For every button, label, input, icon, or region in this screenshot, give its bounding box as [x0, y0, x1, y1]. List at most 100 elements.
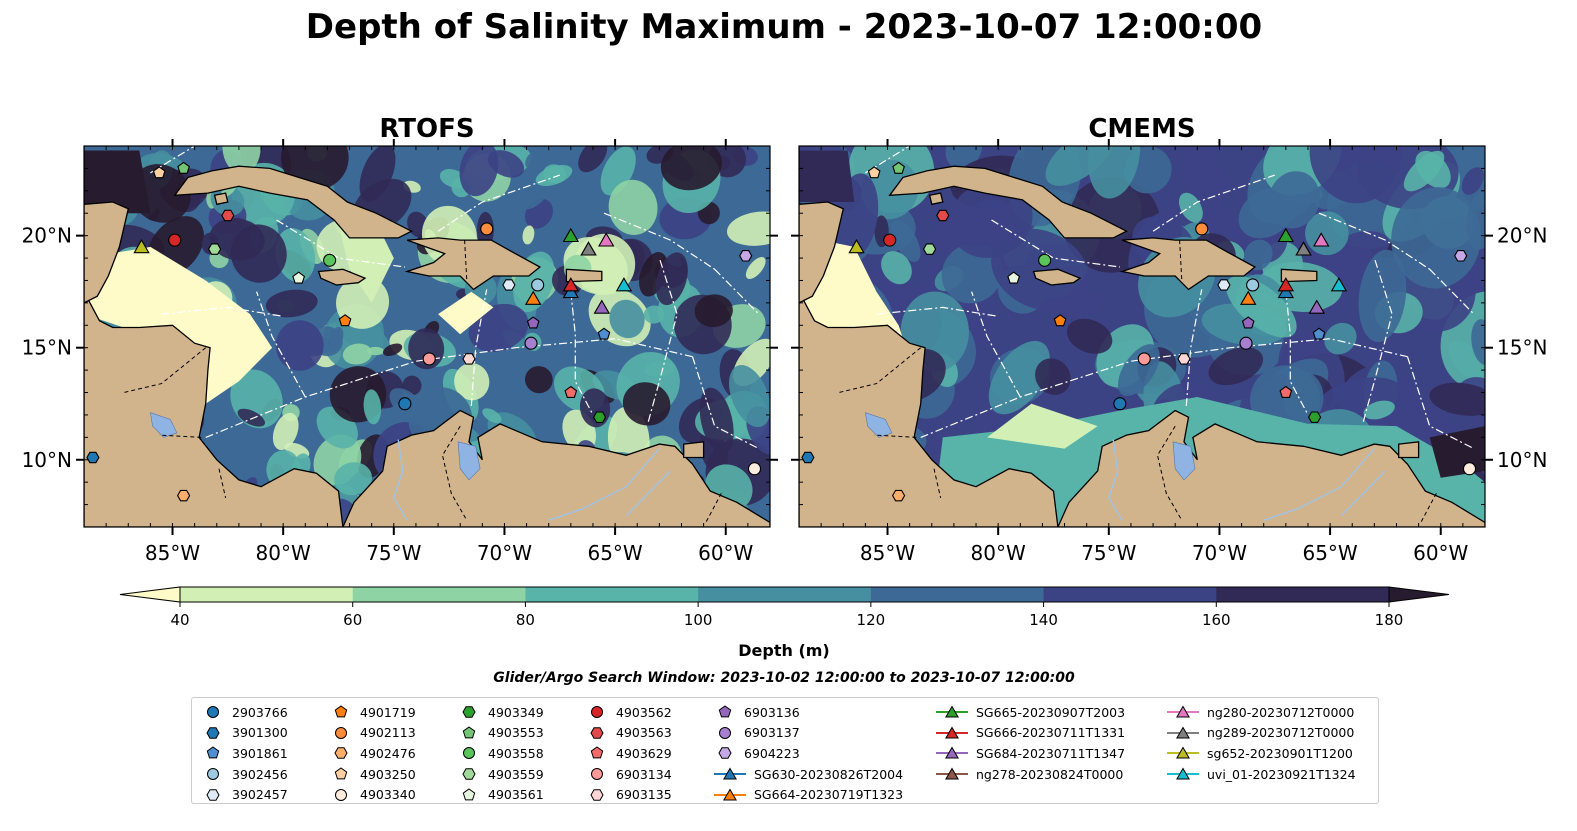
- legend-float-icon: [206, 727, 220, 739]
- legend-column: 6903136 6903137 6904223 SG630-20230826T2004…: [714, 702, 903, 805]
- field-cell: [275, 228, 316, 282]
- legend-label: sg652-20230901T1200: [1207, 745, 1353, 761]
- field-cell: [941, 243, 1003, 304]
- colorbar-segment: [352, 587, 526, 602]
- field-cell: [729, 364, 770, 428]
- country-border: [218, 468, 227, 499]
- float-marker-3902457: [1217, 279, 1231, 291]
- x-tick-label: 65°W: [1302, 541, 1357, 565]
- field-cell: [1403, 150, 1445, 192]
- eez-boundary: [603, 212, 716, 270]
- legend-float-icon: [463, 747, 475, 760]
- float-marker-3901300: [86, 451, 100, 464]
- glider-marker-sg666-20230711t1331: [562, 277, 580, 292]
- x-tick-label: 75°W: [1081, 541, 1136, 565]
- eez-boundary: [876, 306, 999, 317]
- float-marker-4903559: [922, 243, 937, 255]
- legend-label: ng278-20230824T0000: [976, 766, 1124, 782]
- colorbar-tick-label: 180: [1375, 611, 1404, 629]
- field-cell: [745, 257, 766, 280]
- field-cell: [1209, 166, 1230, 201]
- legend-label: 4903561: [488, 787, 544, 803]
- float-marker-2903766: [398, 397, 412, 411]
- float-marker-3902456: [531, 278, 545, 292]
- float-marker-4903562: [168, 233, 182, 247]
- legend-label: ng280-20230712T0000: [1207, 704, 1355, 720]
- field-cell: [222, 146, 261, 174]
- field-cell: [643, 305, 665, 324]
- float-marker-6904223: [1454, 250, 1468, 262]
- legend-item-4903349: 4903349: [458, 702, 544, 723]
- river: [1108, 439, 1123, 521]
- lake: [457, 441, 481, 481]
- eez-boundary: [1152, 174, 1275, 232]
- legend-item-6903136: 6903136: [714, 702, 903, 723]
- legend-label: 3902456: [232, 766, 288, 782]
- legend-label: uvi_01-20230921T1324: [1207, 766, 1356, 782]
- y-tick-label: 10°N: [22, 448, 72, 472]
- field-cell: [987, 403, 1098, 449]
- float-marker-4903563: [221, 209, 235, 222]
- legend-label: 4903250: [360, 766, 416, 782]
- y-tick-label: 20°N: [22, 224, 72, 248]
- glider-marker-sg652-20230901t1200: [133, 238, 150, 254]
- field-cell: [468, 303, 529, 353]
- legend-label: 6903136: [744, 704, 800, 720]
- glider-marker-sg664-20230719t1323: [1239, 290, 1257, 305]
- legend-item-3901861: 3901861: [202, 743, 288, 764]
- x-tick-label: 75°W: [366, 541, 421, 565]
- lake: [1172, 441, 1196, 481]
- colorbar-extend-max: [1388, 586, 1450, 603]
- colorbar-segment: [525, 587, 699, 602]
- legend-column: SG665-20230907T2003 SG666-20230711T1331 SG…: [936, 702, 1125, 784]
- float-marker-3902456: [1246, 278, 1260, 292]
- legend-glider-icon: [1167, 746, 1199, 759]
- float-marker-4903559: [207, 243, 222, 255]
- eez-boundary: [161, 306, 284, 317]
- x-tick-label: 60°W: [698, 541, 753, 565]
- colorbar-tick-label: 140: [1029, 611, 1058, 629]
- float-marker-4903349: [592, 411, 607, 423]
- land: [799, 201, 845, 304]
- legend-item-4902113: 4902113: [330, 723, 416, 744]
- legend-item-sg666-20230711t1331: SG666-20230711T1331: [936, 723, 1125, 744]
- float-marker-4903563: [936, 209, 950, 222]
- eez-boundary: [1362, 257, 1393, 422]
- eez-boundary: [470, 289, 488, 407]
- glider-marker-ng280-20230712t0000: [1313, 232, 1330, 247]
- colorbar-segment: [1216, 587, 1390, 602]
- eez-boundary: [647, 257, 678, 422]
- field-cell: [1178, 192, 1203, 223]
- legend-float-icon: [590, 727, 604, 739]
- legend-label: 4901719: [360, 704, 416, 720]
- legend-label: 4903340: [360, 787, 416, 803]
- float-marker-3901861: [597, 327, 611, 340]
- legend-item-6903135: 6903135: [586, 784, 672, 805]
- glider-marker-sg665-20230907t2003: [1277, 227, 1295, 243]
- y-tick-label: 10°N: [1497, 448, 1547, 472]
- legend-glider-icon: [936, 705, 968, 718]
- legend-label: 3901300: [232, 725, 288, 741]
- land: [683, 441, 705, 459]
- land: [1398, 441, 1420, 459]
- float-marker-6903134: [1137, 352, 1151, 366]
- country-border: [159, 434, 202, 438]
- legend-float-icon: [591, 768, 603, 781]
- land: [317, 268, 367, 286]
- field-cell: [1226, 275, 1297, 338]
- river: [393, 439, 408, 521]
- land: [888, 165, 1128, 239]
- float-marker-4903250: [152, 166, 166, 179]
- land: [1032, 268, 1082, 286]
- x-tick-label: 70°W: [1192, 541, 1247, 565]
- legend-float-icon: [462, 788, 476, 801]
- legend-label: 4903349: [488, 704, 544, 720]
- legend-item-3902457: 3902457: [202, 784, 288, 805]
- legend-float-icon: [590, 788, 604, 801]
- lake: [865, 412, 893, 438]
- eez-boundary: [256, 291, 306, 398]
- field-cell: [945, 146, 983, 169]
- glider-marker-uvi_01-20230921t1324: [1330, 277, 1348, 292]
- float-marker-6903136: [526, 316, 540, 329]
